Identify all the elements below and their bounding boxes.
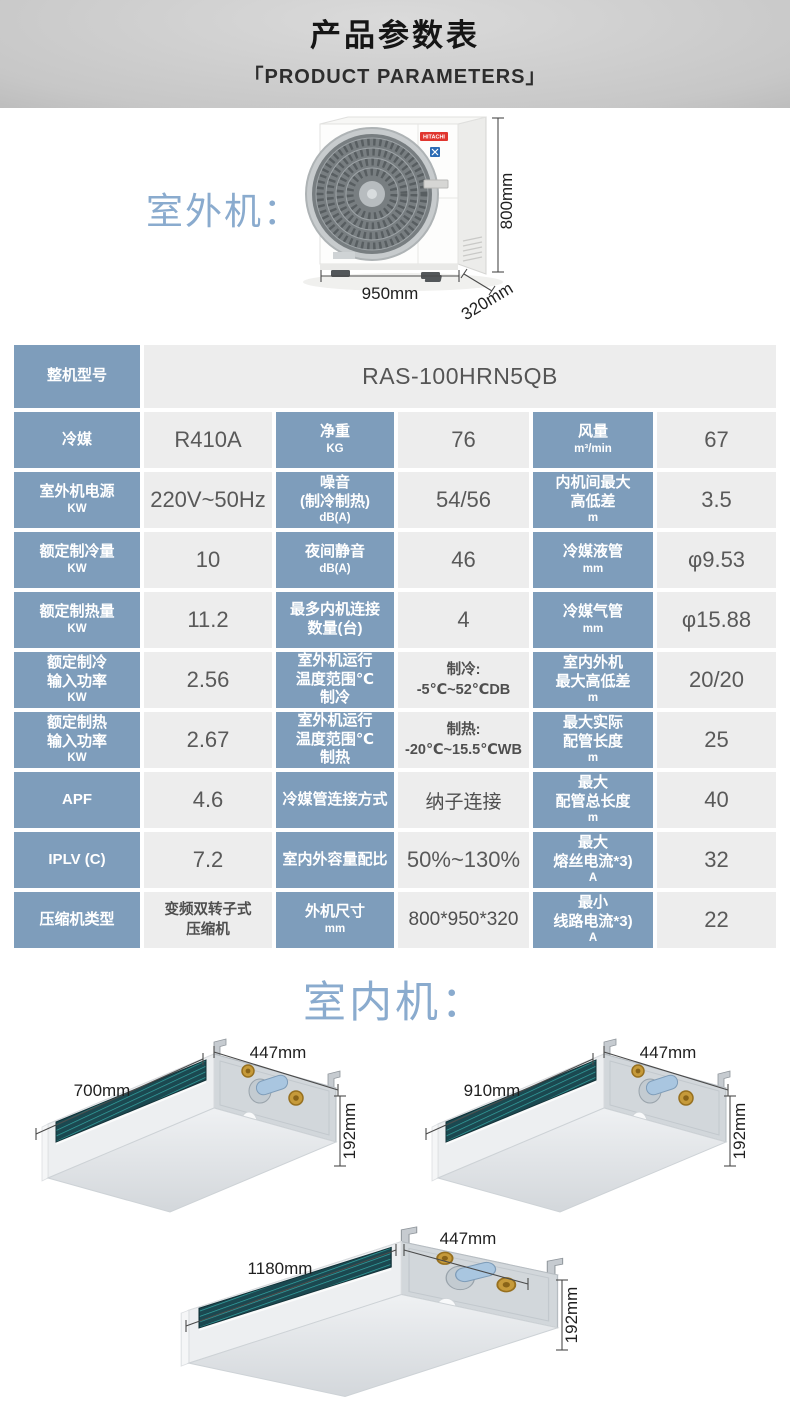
spec-value-cell: 制冷: -5℃~52℃DB <box>398 652 529 708</box>
spec-label-cell: 最大 熔丝电流*3) A <box>533 832 653 888</box>
unit3-length-dim: 1180mm <box>248 1259 313 1278</box>
unit1-depth-dim: 447mm <box>250 1043 307 1062</box>
spec-label-cell: 最多内机连接 数量(台) <box>276 592 394 648</box>
spec-label-cell: 室外机电源 KW <box>14 472 140 528</box>
indoor-unit-700: 447mm 700mm 192mm <box>35 1038 359 1213</box>
spec-value-cell: 4 <box>398 592 529 648</box>
spec-value-cell: 32 <box>657 832 776 888</box>
spec-label-cell: 最大 配管总长度 m <box>533 772 653 828</box>
spec-value-cell: 76 <box>398 412 529 468</box>
spec-value-cell: R410A <box>144 412 272 468</box>
hitachi-logo: HITACHI <box>420 132 448 141</box>
spec-label-cell: 风量 m³/min <box>533 412 653 468</box>
spec-value-cell: 纳子连接 <box>398 772 529 828</box>
spec-value-cell: RAS-100HRN5QB <box>144 345 776 408</box>
spec-label-cell: 噪音 (制冷制热) dB(A) <box>276 472 394 528</box>
spec-value-cell: 22 <box>657 892 776 948</box>
spec-value-cell: 7.2 <box>144 832 272 888</box>
spec-label-cell: 额定制冷 输入功率 KW <box>14 652 140 708</box>
spec-value-cell: 220V~50Hz <box>144 472 272 528</box>
drain-label <box>333 252 355 259</box>
spec-label-cell: 外机尺寸 mm <box>276 892 394 948</box>
spec-label-cell: 冷媒气管 mm <box>533 592 653 648</box>
indoor-unit-label: 室内机： <box>303 979 487 1027</box>
svg-text:HITACHI: HITACHI <box>423 135 445 141</box>
spec-label-cell: 冷媒液管 mm <box>533 532 653 588</box>
spec-label-cell: 室内外机 最大高低差 m <box>533 652 653 708</box>
outdoor-unit-illustration: HITACHI 950mm 320mm 800mm <box>303 116 516 324</box>
spec-value-cell: 2.56 <box>144 652 272 708</box>
spec-value-cell: 变频双转子式 压缩机 <box>144 892 272 948</box>
spec-label-cell: 冷媒 <box>14 412 140 468</box>
spec-label-cell: 最小 线路电流*3) A <box>533 892 653 948</box>
indoor-unit-910: 447mm 910mm 192mm <box>425 1038 749 1213</box>
spec-label-cell: 室外机运行 温度范围℃ 制热 <box>276 712 394 768</box>
unit3-depth-dim: 447mm <box>440 1229 497 1248</box>
spec-label-cell: 额定制冷量 KW <box>14 532 140 588</box>
spec-label-cell: 冷媒管连接方式 <box>276 772 394 828</box>
spec-label-cell: 最大实际 配管长度 m <box>533 712 653 768</box>
spec-label-cell: 内机间最大 高低差 m <box>533 472 653 528</box>
spec-label-cell: APF <box>14 772 140 828</box>
spec-value-cell: 46 <box>398 532 529 588</box>
side-louvers <box>462 236 483 262</box>
outdoor-width-dim: 950mm <box>362 284 419 303</box>
spec-value-cell: 3.5 <box>657 472 776 528</box>
spec-value-cell: 67 <box>657 412 776 468</box>
outdoor-height-dim: 800mm <box>497 173 516 230</box>
fan-grille-icon <box>305 127 439 261</box>
unit2-height-dim: 192mm <box>730 1103 749 1160</box>
indoor-unit-1180: 447mm 1180mm 192mm <box>179 1225 581 1398</box>
spec-value-cell: 20/20 <box>657 652 776 708</box>
unit3-height-dim: 192mm <box>562 1287 581 1344</box>
spec-value-cell: 40 <box>657 772 776 828</box>
unit2-depth-dim: 447mm <box>640 1043 697 1062</box>
unit2-length-dim: 910mm <box>464 1081 521 1100</box>
spec-value-cell: 25 <box>657 712 776 768</box>
spec-value-cell: 2.67 <box>144 712 272 768</box>
spec-value-cell: 50%~130% <box>398 832 529 888</box>
header-banner: 产品参数表 「PRODUCT PARAMETERS」 <box>0 0 790 108</box>
spec-value-cell: φ9.53 <box>657 532 776 588</box>
spec-label-cell: 净重 KG <box>276 412 394 468</box>
spec-value-cell: 10 <box>144 532 272 588</box>
spec-table: 整机型号 RAS-100HRN5QB 冷媒 R410A 净重 KG 76 风量 m³/min 67… <box>14 345 776 948</box>
unit1-height-dim: 192mm <box>340 1103 359 1160</box>
spec-label-cell: 室内外容量配比 <box>276 832 394 888</box>
handle-vent <box>423 179 449 189</box>
page-subtitle: 「PRODUCT PARAMETERS」 <box>243 66 547 89</box>
outdoor-unit-label: 室外机： <box>146 191 302 232</box>
spec-label-cell: 整机型号 <box>14 345 140 408</box>
spec-label-cell: 夜间静音 dB(A) <box>276 532 394 588</box>
spec-value-cell: 4.6 <box>144 772 272 828</box>
spec-label-cell: IPLV (C) <box>14 832 140 888</box>
spec-label-cell: 压缩机类型 <box>14 892 140 948</box>
spec-value-cell: φ15.88 <box>657 592 776 648</box>
spec-value-cell: 54/56 <box>398 472 529 528</box>
unit1-length-dim: 700mm <box>74 1081 131 1100</box>
spec-label-cell: 额定制热 输入功率 KW <box>14 712 140 768</box>
unit-feet <box>331 270 442 282</box>
spec-value-cell: 制热: -20℃~15.5℃WB <box>398 712 529 768</box>
brand-badge-icon <box>430 147 440 157</box>
outdoor-unit-shadow <box>303 273 503 291</box>
indoor-units-illustration: 447mm 700mm 192mm 447mm 910mm 192mm <box>35 1038 749 1398</box>
spec-label-cell: 额定制热量 KW <box>14 592 140 648</box>
spec-value-cell: 800*950*320 <box>398 892 529 948</box>
spec-label-cell: 室外机运行 温度范围℃ 制冷 <box>276 652 394 708</box>
spec-value-cell: 11.2 <box>144 592 272 648</box>
page-title: 产品参数表 <box>310 17 480 53</box>
